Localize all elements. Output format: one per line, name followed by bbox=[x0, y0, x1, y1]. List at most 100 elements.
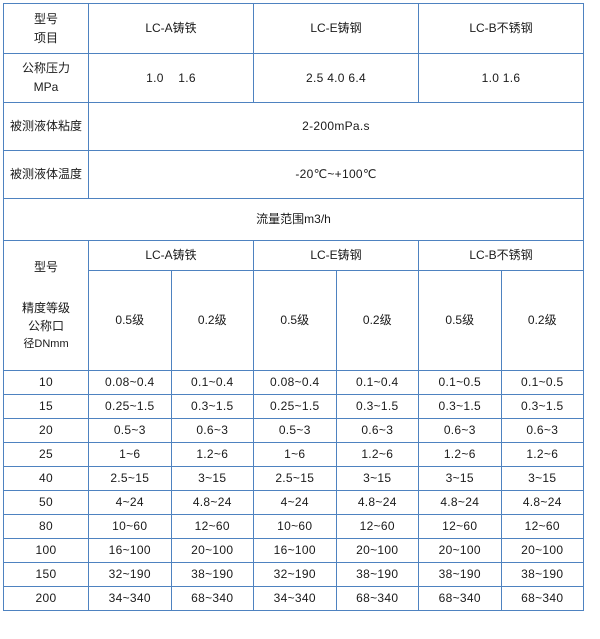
model-project-label: 型号 项目 bbox=[3, 3, 89, 54]
flow-cell-1: 1.2~6 bbox=[170, 442, 254, 467]
grade-cell-5: 0.2级 bbox=[500, 270, 584, 371]
flow-cell-1: 38~190 bbox=[170, 562, 254, 587]
flow-cell-5: 12~60 bbox=[500, 514, 584, 539]
dn-value: 150 bbox=[3, 562, 89, 587]
header-model-lc-a: LC-A铸铁 bbox=[88, 3, 254, 54]
pressure-value-lc-e: 2.5 4.0 6.4 bbox=[253, 53, 419, 103]
dn-value: 15 bbox=[3, 394, 89, 419]
grade-cell-3: 0.2级 bbox=[335, 270, 419, 371]
model-project-header-row: 型号 项目 LC-A铸铁 LC-E铸钢 LC-B不锈钢 bbox=[3, 3, 584, 54]
flow-cell-2: 4~24 bbox=[253, 490, 337, 515]
table-row: 100 16~100 20~100 16~100 20~100 20~100 2… bbox=[3, 538, 584, 563]
table-row: 40 2.5~15 3~15 2.5~15 3~15 3~15 3~15 bbox=[3, 466, 584, 491]
flow-cell-4: 4.8~24 bbox=[418, 490, 502, 515]
flow-cell-5: 4.8~24 bbox=[500, 490, 584, 515]
flow-cell-2: 0.25~1.5 bbox=[253, 394, 337, 419]
flow-cell-2: 1~6 bbox=[253, 442, 337, 467]
flow-cell-4: 0.6~3 bbox=[418, 418, 502, 443]
accuracy-grade-row: 0.5级 0.2级 0.5级 0.2级 0.5级 0.2级 bbox=[4, 270, 584, 371]
flow-header-model-lc-a: LC-A铸铁 bbox=[88, 240, 254, 271]
specification-table: 型号 项目 LC-A铸铁 LC-E铸钢 LC-B不锈钢 公称压力 MPa 1.0… bbox=[3, 3, 584, 611]
flow-cell-4: 12~60 bbox=[418, 514, 502, 539]
flow-cell-2: 10~60 bbox=[253, 514, 337, 539]
flow-cell-3: 0.3~1.5 bbox=[335, 394, 419, 419]
flow-cell-5: 38~190 bbox=[500, 562, 584, 587]
flow-cell-3: 3~15 bbox=[335, 466, 419, 491]
flow-cell-1: 0.3~1.5 bbox=[170, 394, 254, 419]
flow-cell-5: 3~15 bbox=[500, 466, 584, 491]
flow-cell-3: 20~100 bbox=[335, 538, 419, 563]
flow-cell-4: 3~15 bbox=[418, 466, 502, 491]
flow-cell-0: 1~6 bbox=[88, 442, 172, 467]
flow-cell-0: 0.08~0.4 bbox=[88, 370, 172, 395]
header-model-lc-b: LC-B不锈钢 bbox=[418, 3, 584, 54]
flow-cell-2: 2.5~15 bbox=[253, 466, 337, 491]
header-model-lc-e: LC-E铸钢 bbox=[253, 3, 419, 54]
flow-cell-3: 1.2~6 bbox=[335, 442, 419, 467]
flow-cell-5: 68~340 bbox=[500, 586, 584, 611]
flow-cell-5: 0.6~3 bbox=[500, 418, 584, 443]
flow-cell-0: 2.5~15 bbox=[88, 466, 172, 491]
flow-cell-5: 20~100 bbox=[500, 538, 584, 563]
flow-cell-0: 4~24 bbox=[88, 490, 172, 515]
model-label-line1: 型号 bbox=[33, 11, 58, 26]
dn-value: 40 bbox=[3, 466, 89, 491]
table-row: 50 4~24 4.8~24 4~24 4.8~24 4.8~24 4.8~24 bbox=[3, 490, 584, 515]
dn-value: 200 bbox=[3, 586, 89, 611]
accuracy-label-line1: 精度等级 bbox=[21, 300, 70, 315]
viscosity-value: 2-200mPa.s bbox=[88, 102, 584, 151]
flow-cell-5: 0.3~1.5 bbox=[500, 394, 584, 419]
flow-range-title-row: 流量范围m3/h bbox=[3, 198, 584, 241]
flow-cell-4: 20~100 bbox=[418, 538, 502, 563]
accuracy-label-line2: 公称口 bbox=[27, 319, 64, 334]
nominal-pressure-row: 公称压力 MPa 1.0 1.6 2.5 4.0 6.4 1.0 1.6 bbox=[3, 53, 584, 103]
grade-cell-4: 0.5级 bbox=[418, 270, 502, 371]
flow-cell-2: 0.5~3 bbox=[253, 418, 337, 443]
flow-cell-3: 4.8~24 bbox=[335, 490, 419, 515]
pressure-value-lc-b: 1.0 1.6 bbox=[418, 53, 584, 103]
flow-cell-1: 4.8~24 bbox=[170, 490, 254, 515]
temperature-row: 被测液体温度 -20℃~+100℃ bbox=[3, 150, 584, 199]
flow-header-model-lc-e: LC-E铸钢 bbox=[253, 240, 419, 271]
table-row: 15 0.25~1.5 0.3~1.5 0.25~1.5 0.3~1.5 0.3… bbox=[3, 394, 584, 419]
flow-cell-1: 12~60 bbox=[170, 514, 254, 539]
accuracy-label-line0: 型号 bbox=[33, 260, 58, 275]
flow-cell-0: 34~340 bbox=[88, 586, 172, 611]
viscosity-row: 被测液体粘度 2-200mPa.s bbox=[3, 102, 584, 151]
temperature-value: -20℃~+100℃ bbox=[88, 150, 584, 199]
flow-cell-4: 1.2~6 bbox=[418, 442, 502, 467]
grade-cell-0: 0.5级 bbox=[88, 270, 172, 371]
flow-cell-0: 32~190 bbox=[88, 562, 172, 587]
flow-cell-3: 0.6~3 bbox=[335, 418, 419, 443]
grade-cell-2: 0.5级 bbox=[253, 270, 337, 371]
flow-cell-1: 68~340 bbox=[170, 586, 254, 611]
viscosity-label: 被测液体粘度 bbox=[3, 102, 89, 151]
flow-cell-4: 68~340 bbox=[418, 586, 502, 611]
flow-cell-2: 32~190 bbox=[253, 562, 337, 587]
flow-cell-2: 0.08~0.4 bbox=[253, 370, 337, 395]
flow-cell-1: 20~100 bbox=[170, 538, 254, 563]
flow-cell-4: 0.3~1.5 bbox=[418, 394, 502, 419]
flow-cell-1: 0.6~3 bbox=[170, 418, 254, 443]
temperature-label: 被测液体温度 bbox=[3, 150, 89, 199]
dn-value: 20 bbox=[3, 418, 89, 443]
accuracy-dn-label: 型号 精度等级 公称口 径DNmm bbox=[3, 240, 89, 371]
nominal-pressure-label-line1: 公称压力 bbox=[21, 61, 70, 76]
flow-cell-5: 1.2~6 bbox=[500, 442, 584, 467]
table-row: 10 0.08~0.4 0.1~0.4 0.08~0.4 0.1~0.4 0.1… bbox=[3, 370, 584, 395]
flow-range-title: 流量范围m3/h bbox=[3, 198, 584, 241]
flow-cell-3: 0.1~0.4 bbox=[335, 370, 419, 395]
flow-cell-0: 0.5~3 bbox=[88, 418, 172, 443]
flow-cell-4: 0.1~0.5 bbox=[418, 370, 502, 395]
dn-value: 80 bbox=[3, 514, 89, 539]
accuracy-label-line3: 径DNmm bbox=[23, 337, 69, 350]
flow-cell-4: 38~190 bbox=[418, 562, 502, 587]
dn-value: 100 bbox=[3, 538, 89, 563]
nominal-pressure-label: 公称压力 MPa bbox=[3, 53, 89, 103]
flow-model-header-row: 型号 精度等级 公称口 径DNmm LC-A铸铁 LC-E铸钢 LC-B不锈钢 bbox=[3, 240, 584, 371]
table-row: 80 10~60 12~60 10~60 12~60 12~60 12~60 bbox=[3, 514, 584, 539]
nominal-pressure-label-line2: MPa bbox=[33, 80, 59, 94]
table-row: 25 1~6 1.2~6 1~6 1.2~6 1.2~6 1.2~6 bbox=[3, 442, 584, 467]
table-row: 150 32~190 38~190 32~190 38~190 38~190 3… bbox=[3, 562, 584, 587]
flow-cell-5: 0.1~0.5 bbox=[500, 370, 584, 395]
